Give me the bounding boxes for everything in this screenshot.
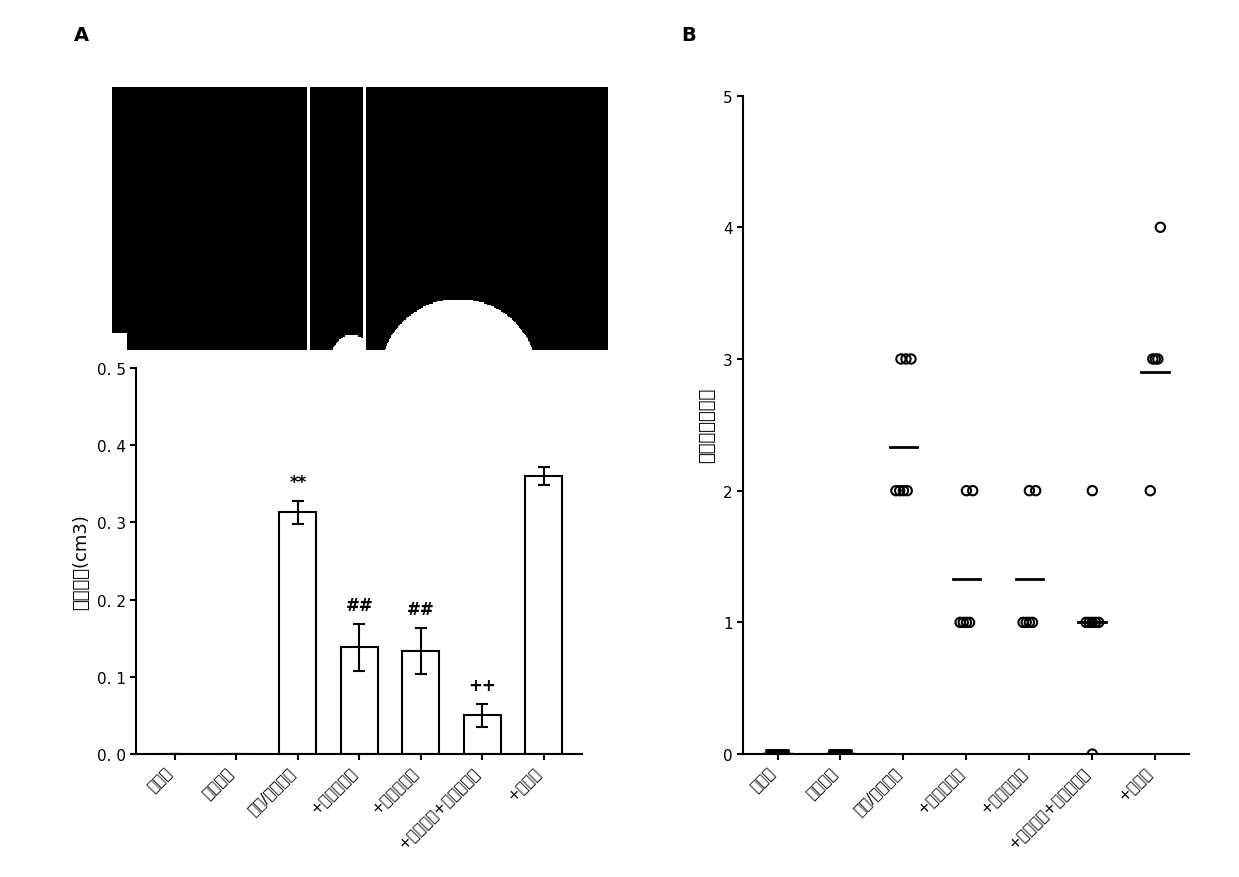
Point [762, 747, 782, 761]
Point [897, 484, 917, 498]
Point [838, 747, 857, 761]
Point [896, 353, 916, 367]
Point [1016, 616, 1036, 630]
Point [960, 616, 980, 630]
Bar [280, 513, 316, 754]
Point [963, 484, 983, 498]
Y-axis label: 梗死体积(cm3): 梗死体积(cm3) [72, 513, 89, 610]
Point [1140, 484, 1160, 498]
Point [950, 616, 970, 630]
Point [834, 747, 854, 761]
Text: A: A [74, 26, 89, 46]
Point [825, 747, 845, 761]
Bar [341, 648, 378, 754]
Point [1077, 616, 1097, 630]
Text: **: ** [289, 473, 306, 491]
Point [835, 747, 855, 761]
Point [768, 747, 788, 761]
Point [1026, 484, 1046, 498]
Point [1083, 747, 1103, 761]
Point [901, 353, 921, 367]
Point [830, 747, 850, 761]
Point [1079, 616, 1099, 630]
Point [823, 747, 843, 761]
Point [826, 747, 846, 761]
Point [1083, 484, 1103, 498]
Point [760, 747, 779, 761]
Point [1151, 221, 1171, 235]
Y-axis label: 神经生物学评分: 神经生物学评分 [699, 388, 716, 463]
Text: B: B [681, 26, 696, 46]
Bar [525, 476, 563, 754]
Bar [463, 716, 501, 754]
Point [953, 616, 973, 630]
Point [1085, 616, 1105, 630]
Bar [403, 652, 439, 754]
Point [1020, 484, 1040, 498]
Point [1022, 616, 1042, 630]
Text: ##: ## [406, 601, 435, 618]
Point [893, 484, 913, 498]
Point [776, 747, 795, 761]
Point [1020, 616, 1040, 630]
Point [957, 484, 976, 498]
Text: ##: ## [346, 596, 373, 615]
Point [957, 616, 976, 630]
Point [772, 747, 792, 761]
Point [1083, 616, 1103, 630]
Text: ++: ++ [468, 676, 496, 694]
Point [1147, 353, 1167, 367]
Point [886, 484, 906, 498]
Point [1014, 616, 1033, 630]
Point [890, 484, 909, 498]
Point [773, 747, 793, 761]
Point [1089, 616, 1109, 630]
Point [1142, 353, 1162, 367]
Point [763, 747, 783, 761]
Point [891, 353, 911, 367]
Point [1145, 353, 1165, 367]
